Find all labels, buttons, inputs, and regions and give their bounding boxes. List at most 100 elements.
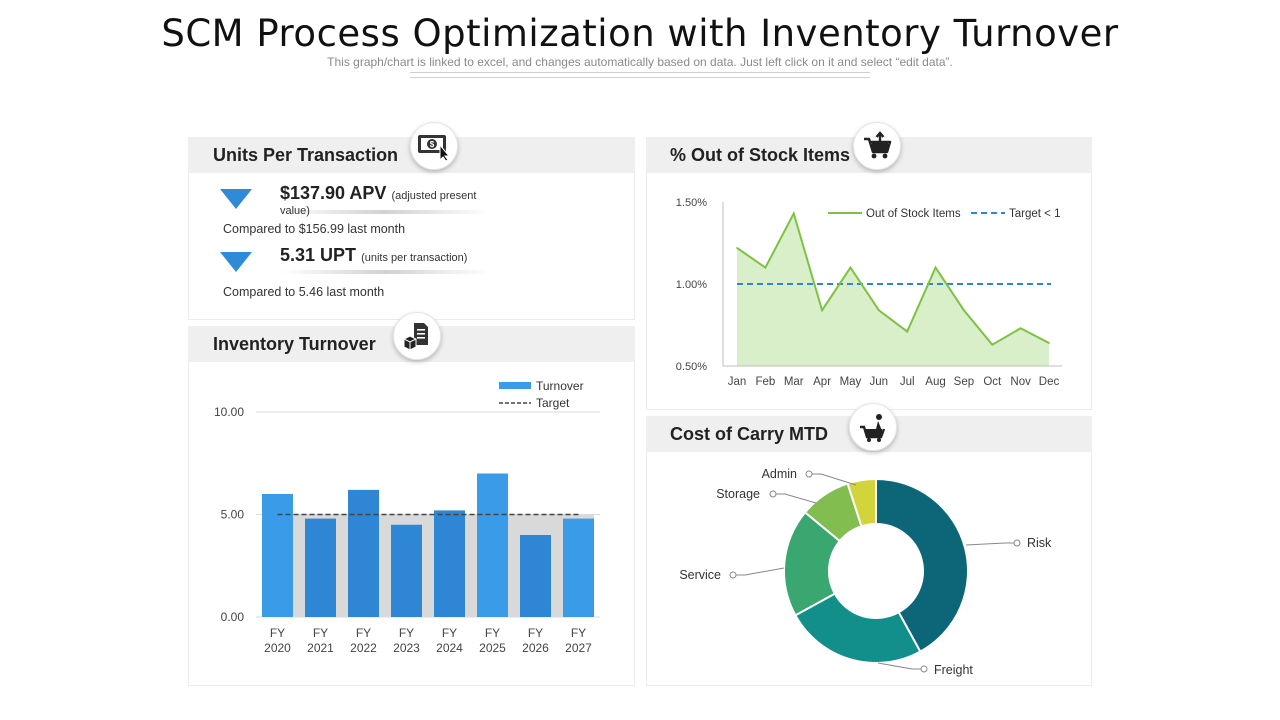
kpi-upt-value-text: 5.31 UPT	[280, 245, 357, 265]
kpi-upt-down-arrow-icon	[220, 252, 252, 272]
line-xtick-label: Aug	[925, 376, 945, 388]
out-of-stock-line	[736, 210, 1050, 346]
turnover-bar	[391, 524, 422, 617]
bar-xtick-label: FY 2023	[393, 626, 420, 655]
bar-xtick-label: FY 2024	[436, 626, 463, 655]
donut-leader-dot	[769, 490, 777, 498]
bar-xtick-label: FY 2027	[565, 626, 592, 655]
money-cursor-icon: $	[410, 122, 458, 170]
out-of-stock-point	[821, 309, 823, 312]
line-xtick-label: Oct	[983, 376, 1002, 388]
line-ytick-label: 0.50%	[676, 361, 707, 373]
legend-turnover-swatch	[499, 382, 531, 389]
kpi-apv-note-open: (	[391, 190, 396, 202]
donut-label: Storage	[716, 487, 760, 501]
kpi-apv-value-text: $137.90 APV	[280, 183, 387, 203]
bar-xtick-label: FY 2022	[350, 626, 377, 655]
legend-target-label: Target	[536, 396, 570, 410]
donut-leader-line	[773, 493, 817, 504]
subtitle-divider	[410, 72, 870, 73]
turnover-bar	[434, 510, 465, 617]
out-of-stock-point	[1019, 327, 1022, 330]
turnover-bar	[563, 518, 594, 617]
inventory-panel-title: Inventory Turnover	[213, 334, 376, 354]
bar-xtick-label: FY 2020	[264, 626, 291, 655]
donut-slice	[875, 477, 969, 653]
donut-label: Freight	[934, 663, 973, 677]
out-of-stock-point	[736, 247, 738, 249]
kpi-apv-down-arrow-icon	[220, 189, 252, 209]
donut-leader-dot	[920, 665, 928, 673]
donut-leader-line	[877, 662, 924, 670]
bar-ytick-label: 0.00	[221, 610, 245, 624]
cart-person-icon	[849, 403, 897, 451]
boxes-document-icon	[393, 312, 441, 360]
out-of-stock-point	[849, 266, 852, 269]
donut-leader-line	[809, 473, 857, 486]
donut-leader-line	[733, 567, 785, 576]
turnover-bar	[305, 518, 336, 617]
kpi-apv-compare: Compared to $156.99 last month	[223, 222, 406, 236]
out-of-stock-point	[878, 309, 880, 312]
donut-leader-line	[965, 542, 1017, 546]
bar-xtick-label: FY 2026	[522, 626, 549, 655]
legend-stock-label: Out of Stock Items	[866, 208, 961, 220]
line-ytick-label: 1.50%	[676, 197, 707, 209]
svg-text:$: $	[430, 140, 435, 149]
out-of-stock-area	[737, 213, 1049, 366]
line-xtick-label: Jul	[900, 376, 915, 388]
line-xtick-label: Jun	[870, 376, 889, 388]
turnover-bar	[520, 535, 551, 617]
donut-slice	[794, 592, 922, 664]
legend-turnover-label: Turnover	[536, 379, 584, 393]
kpi-upt-note: units per transaction)	[364, 252, 468, 264]
donut-label: Risk	[1027, 536, 1052, 550]
out-of-stock-point	[906, 330, 908, 333]
donut-leader-dot	[1013, 539, 1021, 547]
donut-label: Service	[679, 568, 721, 582]
line-xtick-label: Jan	[728, 376, 747, 388]
out-of-stock-point	[963, 309, 965, 312]
subtitle-divider-2	[410, 77, 870, 78]
turnover-bar	[262, 494, 293, 617]
line-xtick-label: Feb	[755, 376, 775, 388]
donut-slice	[846, 477, 877, 528]
stock-panel-title: % Out of Stock Items	[670, 145, 851, 165]
bar-ytick-label: 5.00	[221, 508, 245, 522]
kpi-apv-shadow	[280, 210, 490, 214]
page-title: SCM Process Optimization with Inventory …	[161, 12, 1119, 55]
line-ytick-label: 1.00%	[676, 279, 707, 291]
donut-leader-dot	[729, 571, 737, 579]
bar-xtick-label: FY 2025	[479, 626, 506, 655]
turnover-bar	[477, 473, 508, 617]
out-of-stock-chart: 1.50% 1.00% 0.50% Jan Feb Mar Apr May Jun Jul Aug…	[676, 197, 1062, 388]
line-xtick-label: May	[840, 376, 862, 388]
out-of-stock-point	[1048, 342, 1050, 344]
line-xtick-label: Mar	[784, 376, 804, 388]
kpi-upt-value: 5.31 UPT (units per transaction)	[280, 245, 467, 266]
cart-arrow-icon	[853, 122, 901, 170]
out-of-stock-point	[934, 266, 937, 269]
out-of-stock-point	[991, 343, 994, 346]
inventory-turnover-chart: 10.00 5.00 0.00 FY 2020 FY 2021 FY 2022 FY 2023 FY…	[214, 379, 600, 655]
bar-ytick-label: 10.00	[214, 405, 244, 419]
line-xtick-label: Sep	[954, 376, 974, 388]
bar-xtick-label: FY 2021	[307, 626, 334, 655]
turnover-bar	[348, 489, 379, 617]
legend-target-label: Target < 1	[1009, 208, 1060, 220]
kpi-upt-note-open: (	[361, 252, 365, 264]
out-of-stock-point	[764, 266, 767, 269]
line-xtick-label: Nov	[1010, 376, 1031, 388]
donut-label: Admin	[762, 467, 797, 481]
line-xtick-label: Apr	[813, 376, 831, 388]
kpi-upt-shadow	[280, 270, 490, 274]
kpi-apv-note: adjusted present	[395, 190, 477, 202]
page-subtitle: This graph/chart is linked to excel, and…	[327, 55, 953, 69]
carry-panel-title: Cost of Carry MTD	[670, 424, 829, 444]
out-of-stock-point	[792, 212, 795, 215]
kpi-apv-note-cont: value)	[280, 205, 310, 217]
kpi-upt-compare: Compared to 5.46 last month	[223, 285, 385, 299]
kpi-apv-value: $137.90 APV (adjusted present	[280, 183, 476, 204]
units-panel-title: Units Per Transaction	[213, 145, 399, 165]
